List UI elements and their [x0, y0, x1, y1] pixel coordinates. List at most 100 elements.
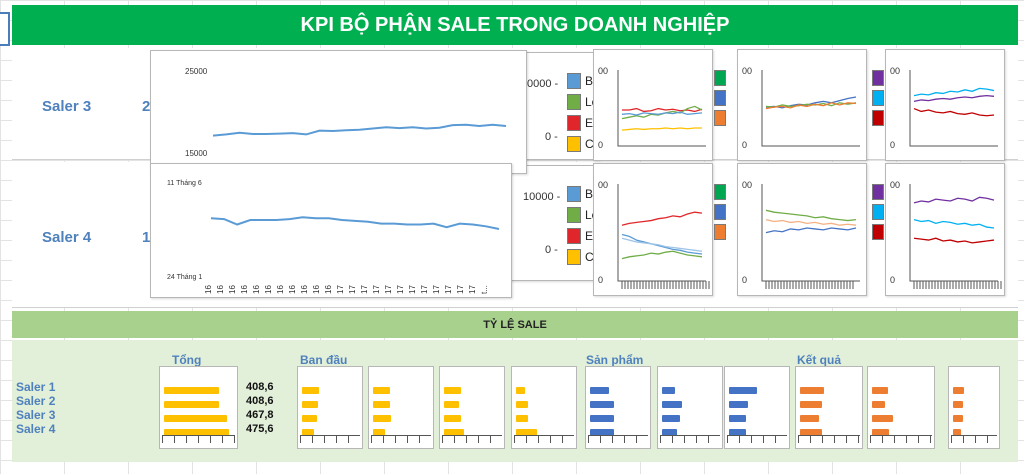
x-tick-label: 16 — [312, 285, 321, 294]
ratio-bar — [516, 429, 538, 436]
x-axis — [727, 435, 787, 443]
y-tick-top: 00 — [890, 180, 900, 190]
section-tong: Tổng — [172, 353, 202, 367]
multi-chart-2[interactable]: 00 0 — [714, 49, 867, 161]
series-line — [621, 250, 703, 260]
legend-swatch — [567, 228, 581, 244]
x-axis — [371, 435, 431, 443]
ratio-bar — [872, 401, 885, 408]
y-tick-bottom: 0 — [742, 275, 747, 285]
multi-chart-1[interactable]: 00 0 — [593, 49, 713, 161]
line-chart-saler-3[interactable]: 25000 15000 — [150, 50, 527, 174]
ratio-bar — [590, 415, 614, 422]
ratio-bar — [164, 387, 220, 394]
multi-chart-6-plot: 000 — [890, 180, 1002, 289]
multi-chart-5[interactable]: 00 0 — [714, 163, 867, 296]
chart-san-pham-1[interactable] — [585, 366, 651, 449]
saler-3-label: Saler 3 — [42, 98, 92, 115]
x-axis — [951, 435, 997, 443]
chart-ban-dau-2[interactable] — [368, 366, 434, 449]
ratio-bar — [729, 401, 749, 408]
ratio-bar — [302, 401, 318, 408]
ratio-bar — [953, 401, 964, 408]
saler-3-value: 2 — [142, 98, 151, 115]
chart-ban-dau-3[interactable] — [439, 366, 505, 449]
y-tick-bottom: 0 — [742, 140, 747, 150]
x-tick-label: 16 — [228, 285, 237, 294]
chart-axis — [761, 70, 860, 147]
ratio-bar — [373, 415, 391, 422]
y-tick-bottom: 0 - — [545, 244, 558, 256]
legend-swatch — [567, 73, 581, 89]
chart-axis — [909, 70, 998, 147]
ratio-bar — [800, 415, 819, 422]
legend-swatch — [872, 224, 884, 240]
chart-ket-qua-1[interactable] — [795, 366, 863, 449]
legend-swatch — [872, 70, 884, 86]
page-title: KPI BỘ PHẬN SALE TRONG DOANH NGHIỆP — [12, 5, 1018, 45]
x-tick-label: 17 — [420, 285, 429, 294]
section-ket-qua: Kết quả — [797, 353, 842, 367]
series-line — [913, 237, 995, 244]
chart-san-pham-2[interactable] — [657, 366, 723, 449]
x-tick-label: 16 — [300, 285, 309, 294]
ratio-bar — [516, 415, 529, 422]
x-tick-label: 17 — [360, 285, 369, 294]
ratio-bar — [800, 387, 825, 394]
x-tick-label: 16 — [216, 285, 225, 294]
series-line — [913, 94, 995, 102]
chart-ban-dau-4[interactable] — [511, 366, 577, 449]
x-tick-label: 16 — [252, 285, 261, 294]
total-value-saler-4: 475,6 — [246, 423, 274, 435]
chart-ban-dau-1[interactable] — [297, 366, 363, 449]
ratio-bar — [729, 387, 757, 394]
line-chart-1-plot — [212, 123, 507, 137]
ratio-bar — [373, 387, 390, 394]
y-tick-top: 00 — [890, 66, 900, 76]
legend-label: E — [585, 229, 594, 243]
section-header-ty-le-sale: TỶ LỆ SALE — [12, 311, 1018, 338]
x-tick-label: 17 — [396, 285, 405, 294]
legend-swatch — [567, 94, 581, 110]
legend-label: C — [585, 137, 594, 151]
y-axis-max: 25000 — [185, 67, 208, 76]
series-line — [765, 227, 857, 234]
cell-selection-marker[interactable] — [0, 12, 10, 46]
multi-chart-6[interactable]: 00 0 — [872, 163, 1005, 296]
chart-axis — [617, 70, 706, 147]
line-chart-2-plot: 16 16 16 16 16 16 16 16 16 16 16 17 17 17 17 17 17 17 17 17… — [204, 216, 500, 294]
chart-tong[interactable] — [159, 366, 238, 449]
y-tick-bottom: 0 — [598, 140, 603, 150]
ratio-bar — [444, 387, 461, 394]
legend-label: E — [585, 116, 594, 130]
series-line — [621, 127, 702, 131]
line-chart-saler-4[interactable]: 11 Tháng 6 24 Tháng 1 16 16 16 16 16 16 16 16 16… — [150, 163, 512, 298]
multi-chart-3[interactable]: 00 0 — [872, 49, 1005, 161]
ratio-bar — [800, 401, 823, 408]
legend-swatch — [567, 207, 581, 223]
y-tick-bottom: 0 — [890, 140, 895, 150]
ratio-bar — [729, 429, 746, 436]
chart-axis — [761, 184, 860, 282]
legend-swatch — [714, 184, 726, 200]
chart-ket-qua-2[interactable] — [867, 366, 935, 449]
multi-chart-4[interactable]: 00 0 — [593, 163, 713, 296]
series-line — [765, 102, 857, 110]
x-tick-label: 17 — [432, 285, 441, 294]
ratio-bar — [164, 429, 229, 436]
series-line — [765, 218, 857, 226]
legend-swatch — [714, 204, 726, 220]
x-tick-label: 17 — [336, 285, 345, 294]
total-value-saler-1: 408,6 — [246, 381, 274, 393]
y-axis-bottom: 24 Tháng 1 — [167, 274, 203, 281]
chart-ket-qua-3[interactable] — [948, 366, 1000, 449]
ratio-bar — [373, 429, 386, 436]
saler-3-label: Saler 3 — [16, 408, 56, 422]
saler-1-label: Saler 1 — [16, 380, 56, 394]
ratio-bar — [872, 429, 890, 436]
chart-san-pham-3[interactable] — [724, 366, 790, 449]
ratio-bar — [953, 415, 964, 422]
y-tick-top: 00 — [598, 180, 608, 190]
ratio-bar — [302, 429, 315, 436]
legend-swatch — [567, 186, 581, 202]
